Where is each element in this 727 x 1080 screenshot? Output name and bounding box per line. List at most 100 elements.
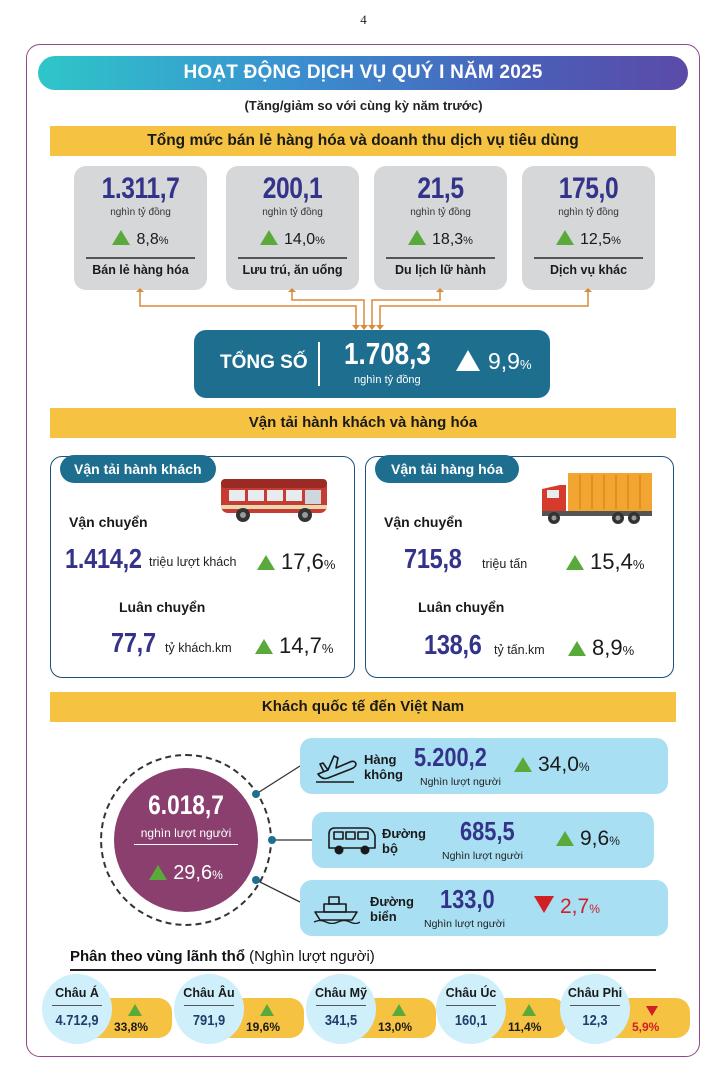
cargo-rotate-unit: tỷ tấn.km	[494, 643, 545, 657]
page-number: 4	[360, 12, 367, 27]
cargo-rotate-label: Luân chuyển	[418, 599, 505, 615]
divider	[316, 1005, 366, 1007]
region-oceania: 11,4% Châu Úc 160,1	[436, 974, 566, 1044]
region-europe: 19,6% Châu Âu 791,9	[174, 974, 304, 1044]
mode-road-pill: Đường bộ 685,5 Nghìn lượt người 9,6%	[312, 812, 654, 868]
mode-sea-name: Đường biển	[370, 894, 414, 924]
passenger-carry-unit: triệu lượt khách	[149, 555, 237, 569]
retail-heading: Tổng mức bán lẻ hàng hóa và doanh thu dị…	[50, 126, 676, 156]
passenger-rotate-change: 14,7%	[255, 633, 333, 659]
van-icon	[328, 827, 376, 855]
ship-icon	[313, 896, 360, 924]
region-name: Châu Á	[55, 986, 99, 1000]
increase-arrow-icon	[514, 757, 532, 772]
retail-card-other: 175,0 nghìn tỷ đồng 12,5% Dịch vụ khác	[522, 166, 655, 290]
retail-card-change: 18,3%	[374, 230, 507, 249]
passenger-carry-change: 17,6%	[257, 549, 335, 575]
retail-card-value: 200,1	[262, 172, 323, 205]
visitor-connector-lines	[252, 765, 312, 903]
region-africa: 5,9% Châu Phi 12,3	[560, 974, 690, 1044]
truck-icon	[542, 473, 652, 524]
visitor-total-circle: 6.018,7 nghìn lượt người 29,6%	[114, 768, 258, 912]
retail-card-change: 12,5%	[522, 230, 655, 249]
bus-icon	[221, 479, 327, 522]
transport-heading: Vận tải hành khách và hàng hóa	[50, 408, 676, 438]
mode-sea-pill: Đường biển 133,0 Nghìn lượt người 2,7%	[300, 880, 668, 936]
mode-sea-change: 2,7%	[534, 895, 600, 919]
region-circle: Châu Mỹ 341,5	[306, 974, 376, 1044]
retail-total-box: TỔNG SỐ 1.708,3 nghìn tỷ đồng 9,9%	[194, 330, 550, 398]
increase-arrow-icon	[522, 1004, 536, 1016]
passenger-tab: Vận tải hành khách	[60, 455, 216, 483]
page-title: HOẠT ĐỘNG DỊCH VỤ QUÝ I NĂM 2025	[38, 56, 688, 90]
divider	[86, 257, 195, 259]
region-value: 791,9	[192, 1012, 226, 1029]
divider	[238, 257, 347, 259]
passenger-carry-label: Vận chuyển	[69, 514, 148, 530]
region-change: 19,6%	[246, 1020, 281, 1034]
total-divider	[318, 342, 320, 386]
mode-road-unit: Nghìn lượt người	[442, 850, 523, 862]
increase-arrow-icon	[408, 230, 427, 245]
region-name: Châu Phi	[567, 986, 623, 1000]
visitors-heading: Khách quốc tế đến Việt Nam	[50, 692, 676, 722]
mode-air-unit: Nghìn lượt người	[420, 776, 501, 788]
total-unit: nghìn tỷ đồng	[354, 374, 421, 386]
mode-air-name: Hàng không	[364, 752, 403, 782]
retail-card-label: Dịch vụ khác	[549, 263, 628, 277]
divider	[184, 1005, 234, 1007]
region-circle: Châu Úc 160,1	[436, 974, 506, 1044]
increase-arrow-icon	[260, 230, 279, 245]
cargo-rotate-change: 8,9%	[568, 635, 634, 661]
mode-air-change: 34,0%	[514, 753, 590, 777]
region-value: 160,1	[454, 1012, 488, 1029]
increase-arrow-icon	[566, 555, 584, 570]
decrease-arrow-icon	[646, 1006, 658, 1016]
airplane-icon	[316, 755, 357, 783]
cargo-carry-unit: triệu tấn	[482, 557, 528, 571]
total-change: 9,9%	[456, 348, 532, 375]
total-label: TỔNG SỐ	[220, 352, 308, 373]
mode-air-pill: Hàng không 5.200,2 Nghìn lượt người 34,0%	[300, 738, 668, 794]
increase-arrow-icon	[112, 230, 131, 245]
cargo-carry-change: 15,4%	[566, 549, 644, 575]
retail-card-label: Lưu trú, ăn uống	[242, 263, 343, 277]
region-value: 4.712,9	[55, 1012, 99, 1029]
retail-card-unit: nghìn tỷ đồng	[110, 207, 171, 218]
increase-arrow-icon	[556, 831, 574, 846]
region-america: 13,0% Châu Mỹ 341,5	[306, 974, 436, 1044]
retail-card-label: Bán lẻ hàng hóa	[92, 263, 189, 277]
retail-card-change: 8,8%	[74, 230, 207, 249]
region-name: Châu Úc	[445, 986, 497, 1000]
divider	[570, 1005, 620, 1007]
retail-card-travel: 21,5 nghìn tỷ đồng 18,3% Du lịch lữ hành	[374, 166, 507, 290]
retail-card-unit: nghìn tỷ đồng	[410, 207, 471, 218]
increase-arrow-icon	[456, 350, 480, 371]
mode-road-change: 9,6%	[556, 827, 620, 851]
retail-card-label: Du lịch lữ hành	[395, 263, 486, 277]
mode-sea-unit: Nghìn lượt người	[424, 918, 505, 930]
increase-arrow-icon	[568, 641, 586, 656]
increase-arrow-icon	[260, 1004, 274, 1016]
increase-arrow-icon	[128, 1004, 142, 1016]
region-circle: Châu Phi 12,3	[560, 974, 630, 1044]
retail-card-goods: 1.311,7 nghìn tỷ đồng 8,8% Bán lẻ hàng h…	[74, 166, 207, 290]
passenger-transport-panel: Vận tải hành khách Vận chuyển 1.414,2 tr…	[50, 455, 355, 678]
divider	[386, 257, 495, 259]
increase-arrow-icon	[257, 555, 275, 570]
retail-card-accommodation: 200,1 nghìn tỷ đồng 14,0% Lưu trú, ăn uố…	[226, 166, 359, 290]
passenger-rotate-unit: tỷ khách.km	[165, 641, 232, 655]
cargo-carry-value: 715,8	[404, 543, 462, 574]
cargo-carry-label: Vận chuyển	[384, 514, 463, 530]
divider	[52, 1005, 102, 1007]
increase-arrow-icon	[556, 230, 575, 245]
region-heading-rule	[70, 969, 656, 971]
region-circle: Châu Á 4.712,9	[42, 974, 112, 1044]
retail-card-value: 1.311,7	[101, 172, 180, 205]
region-asia: 33,8% Châu Á 4.712,9	[42, 974, 172, 1044]
decrease-arrow-icon	[534, 896, 554, 913]
page-subtitle: (Tăng/giảm so với cùng kỳ năm trước)	[244, 98, 483, 113]
passenger-rotate-label: Luân chuyển	[119, 599, 206, 615]
region-heading: Phân theo vùng lãnh thổ (Nghìn lượt ngườ…	[70, 948, 375, 965]
increase-arrow-icon	[149, 865, 168, 880]
